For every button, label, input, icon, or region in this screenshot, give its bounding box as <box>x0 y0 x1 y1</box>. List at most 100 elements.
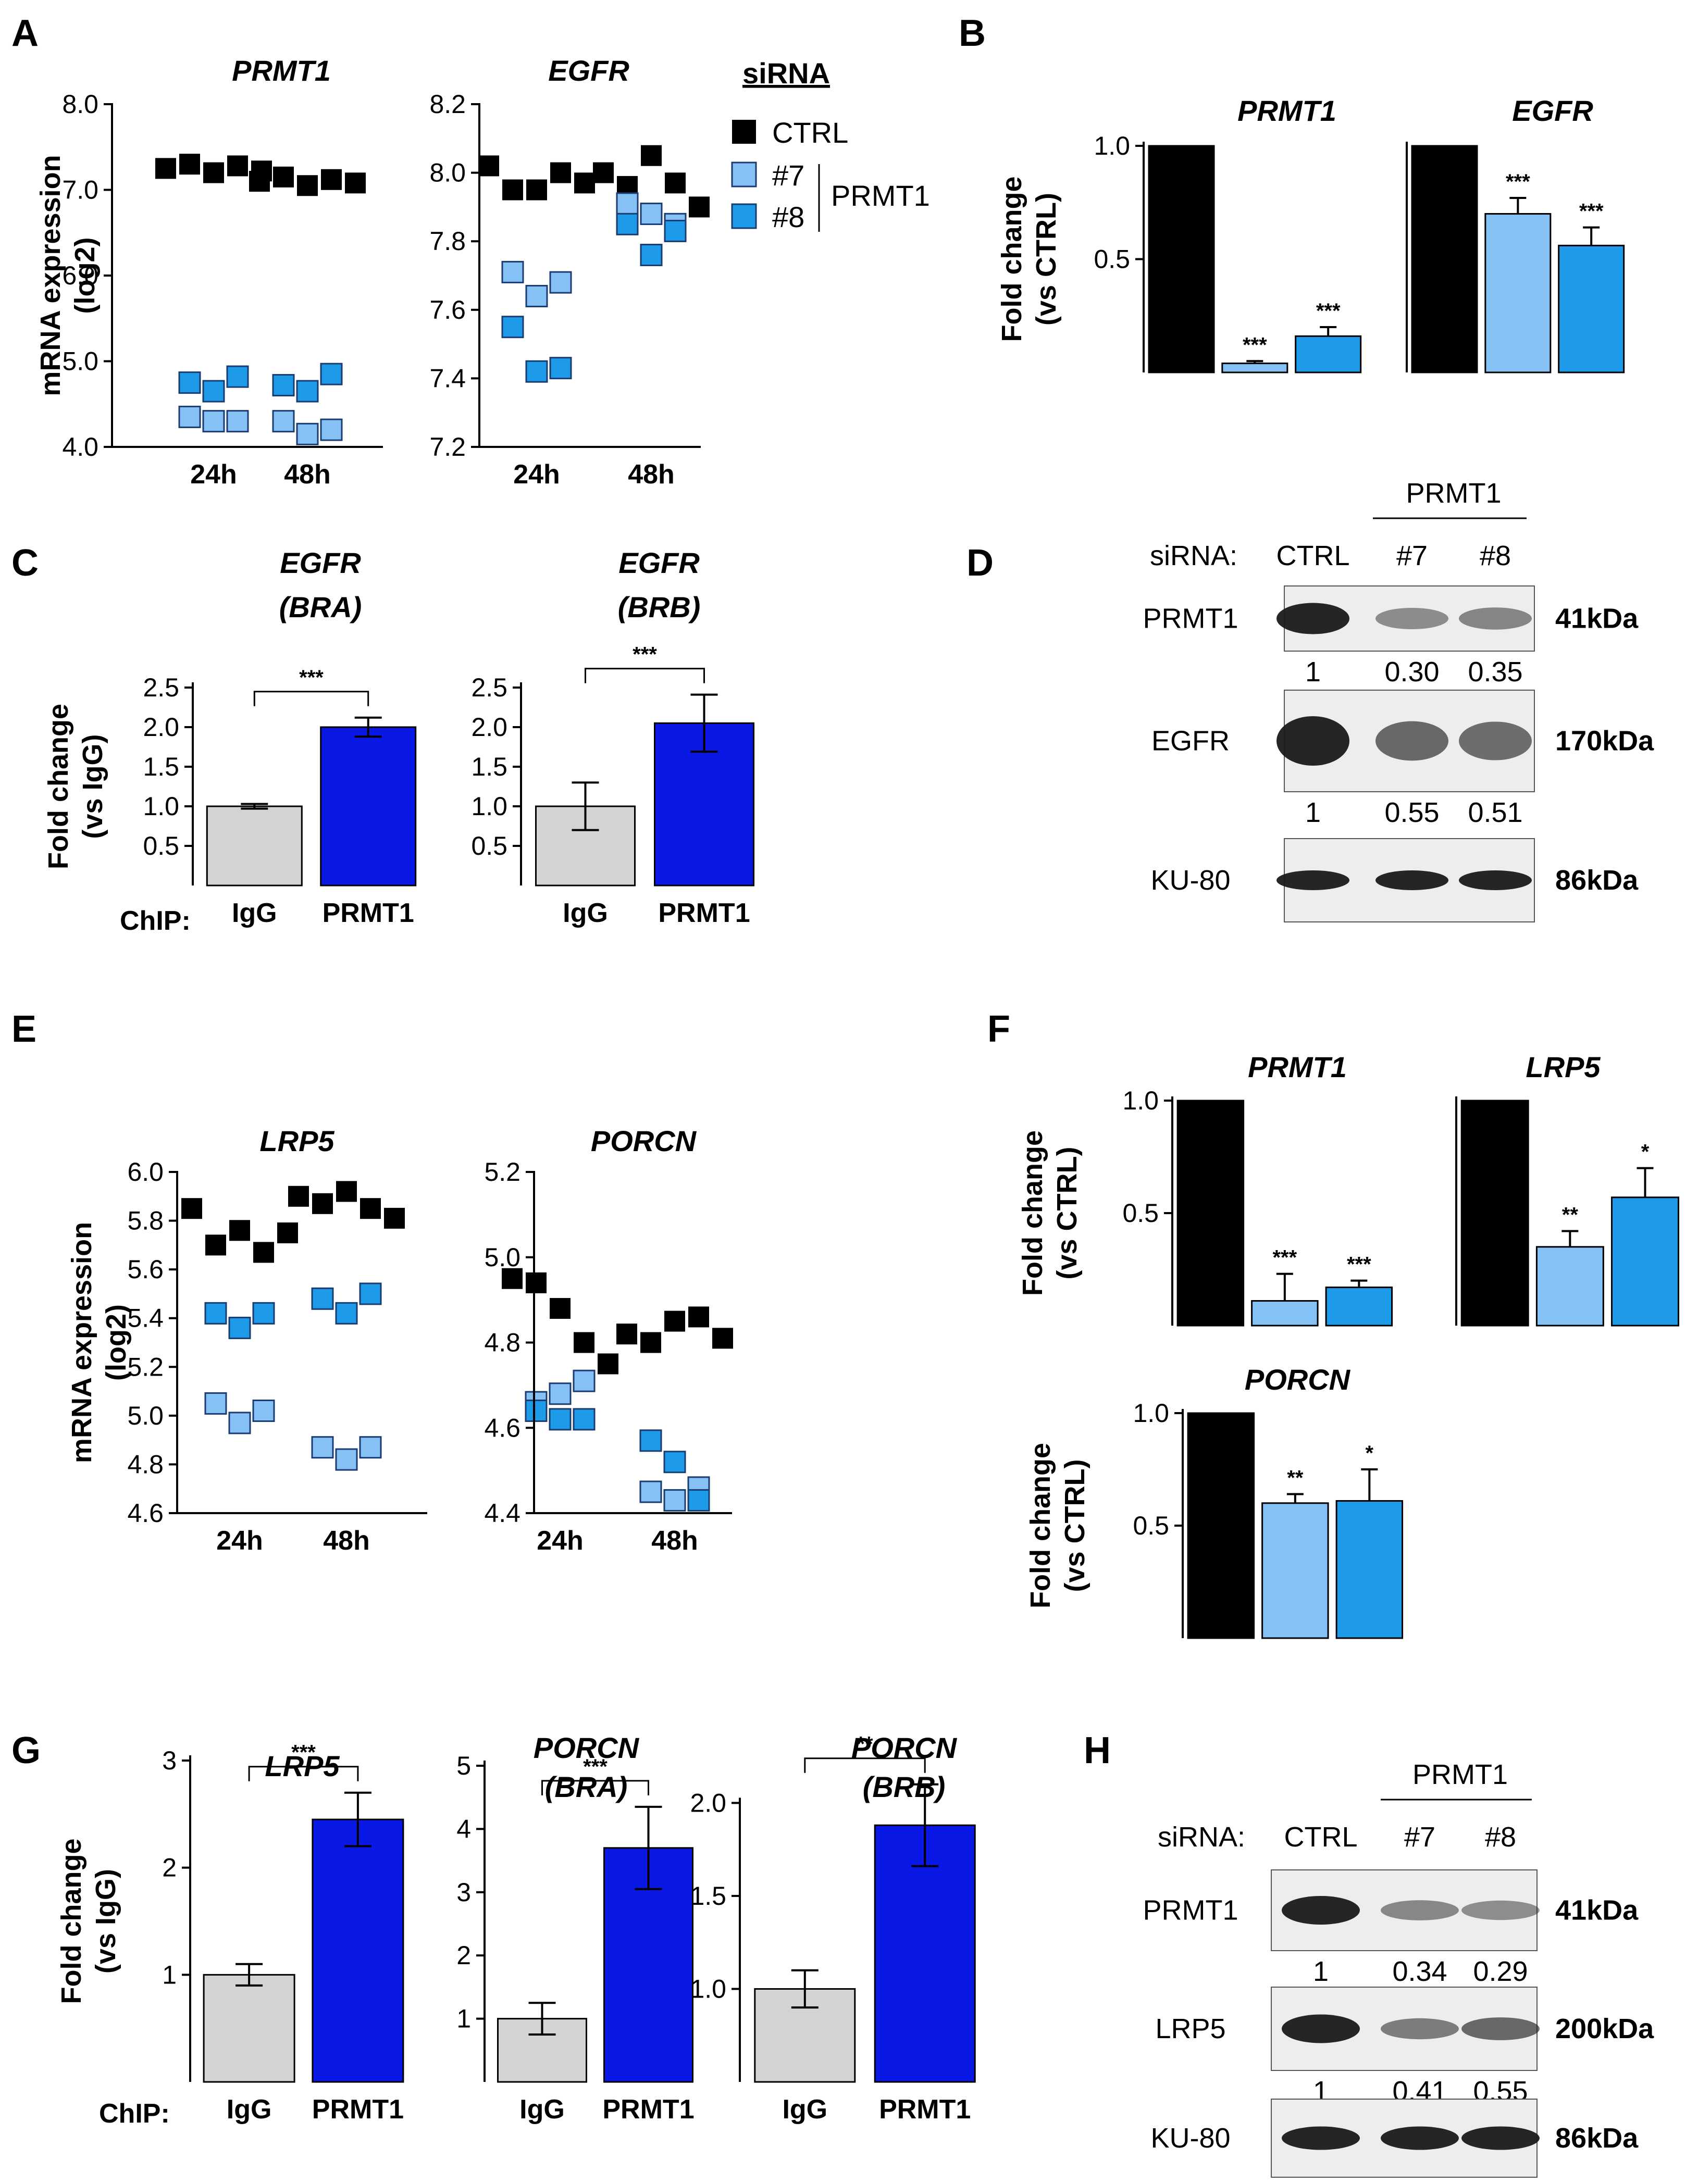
blot-d-size-label: 86kDa <box>1555 865 1639 896</box>
chart-e2-point-ctrl <box>664 1311 685 1332</box>
chart-g1-y-tick-label: 3 <box>162 1746 177 1775</box>
chart-a2-point-si8 <box>501 316 524 339</box>
chart-e2-title: PORCN <box>591 1125 697 1157</box>
chart-g1-x-tick-label: PRMT1 <box>312 2094 404 2125</box>
chart-a1-point-si7 <box>272 410 295 433</box>
panel-label-c: C <box>11 542 39 584</box>
chart-e1-y-tick-label: 4.8 <box>127 1450 164 1479</box>
western-blot-d: PRMT1 siRNA: CTRL #7 #8 PRMT1 41kDa 1 0.30 0.35 EG… <box>1143 478 1654 922</box>
chart-c1: IgG PRMT1 *** <box>206 666 417 928</box>
chart-c1-y-axis: 2.5 2.0 1.5 1.0 0.5 <box>143 673 194 885</box>
blot-h-size-label: 41kDa <box>1555 1895 1639 1926</box>
chart-e1-y-tick-label: 5.0 <box>127 1401 164 1430</box>
chart-e1-point-si8 <box>311 1287 334 1310</box>
blot-h-protein-label: KU-80 <box>1150 2123 1230 2154</box>
chart-e2-point-si8 <box>663 1451 686 1474</box>
chart-g2-y-axis: 5 4 3 2 1 <box>456 1751 486 2082</box>
chart-a1-title: PRMT1 <box>232 54 331 87</box>
chart-b1-bar-ctrl <box>1148 145 1215 373</box>
chart-a1-y-tick-label: 7.0 <box>62 176 98 205</box>
chart-c1-y-tick-label: 1.5 <box>143 752 179 781</box>
blot-d-protein-label: PRMT1 <box>1143 603 1238 634</box>
chart-e1-y-tick-label: 6.0 <box>127 1157 164 1187</box>
chart-g1-y-tick-label: 2 <box>162 1853 177 1882</box>
chart-b1-y-axis: 1.0 0.5 <box>1094 131 1145 372</box>
chart-e1-point-si7 <box>204 1392 227 1415</box>
chart-g2-subtitle: (BRA) <box>545 1770 628 1803</box>
chart-g2: IgG PRMT1 *** <box>497 1755 695 2125</box>
blot-d-band <box>1459 721 1532 760</box>
blot-h-quant: 0.34 <box>1392 1956 1447 1987</box>
blot-d-band <box>1375 721 1448 761</box>
chart-a1-point-si8 <box>296 380 319 403</box>
chart-e1-y-tick-label: 5.6 <box>127 1255 164 1284</box>
chart-c1-y-axis-label: Fold change (vs IgG) <box>43 704 108 869</box>
legend: siRNA CTRL #7 #8 PRMT1 <box>731 57 930 233</box>
chart-g2-y-tick-label: 2 <box>456 1941 471 1970</box>
chart-a2-point-si7 <box>549 271 572 294</box>
chart-a2-point-ctrl <box>502 179 523 201</box>
chart-a2-y-tick-label: 7.8 <box>429 227 466 256</box>
chart-a1: 24h 48h <box>112 154 383 490</box>
chart-f2: *** <box>1460 1100 1679 1327</box>
chart-e2: 24h 48h <box>502 1268 733 1556</box>
legend-label-si7: #7 <box>772 159 804 192</box>
chart-e2-x-tick-label: 24h <box>537 1526 584 1556</box>
chart-g3: IgG PRMT1 ** <box>754 1733 976 2125</box>
chart-b1-significance: *** <box>1243 333 1267 356</box>
blot-d-protein-label: KU-80 <box>1150 865 1230 896</box>
chart-a2-point-ctrl <box>550 162 571 183</box>
chart-c1-y-tick-label: 0.5 <box>143 831 179 860</box>
chart-a1-point-si8 <box>226 365 249 388</box>
chart-c1-x-tick-label: PRMT1 <box>323 898 414 928</box>
chart-e2-point-si7 <box>573 1369 596 1392</box>
panel-label-d: D <box>966 542 994 584</box>
blot-d-quant: 1 <box>1305 656 1321 688</box>
chart-f3-significance: ** <box>1287 1467 1304 1490</box>
chart-b1-significance: *** <box>1316 299 1341 322</box>
blot-d-size-label: 41kDa <box>1555 603 1639 634</box>
chart-e2-point-ctrl <box>616 1324 637 1345</box>
blot-h-band <box>1461 1900 1540 1920</box>
chart-g1-significance: *** <box>291 1741 316 1764</box>
chart-e1-title: LRP5 <box>259 1125 334 1157</box>
chart-e2-point-si8 <box>639 1429 662 1452</box>
chart-c1-title: EGFR <box>280 546 361 579</box>
chart-e1-y-tick-label: 5.2 <box>127 1352 164 1381</box>
chart-a2: 24h 48h <box>478 145 710 490</box>
blot-d-quant: 0.30 <box>1384 656 1439 688</box>
blot-h-band <box>1461 2126 1540 2150</box>
chart-a2-y-axis: 8.2 8.0 7.8 7.6 7.4 7.2 <box>429 90 480 461</box>
chart-a2-point-si8 <box>525 360 548 383</box>
chart-a2-point-si8 <box>664 219 687 242</box>
chart-e2-y-tick-label: 4.8 <box>484 1328 520 1357</box>
chart-g3-significance-bracket <box>804 1757 926 1773</box>
blot-d-quant: 1 <box>1305 797 1321 828</box>
chart-g3-y-tick-label: 1.0 <box>690 1974 726 2003</box>
chart-f3-y-axis-label: Fold change (vs CTRL) <box>1025 1443 1090 1608</box>
chart-f2-bar-si8 <box>1611 1196 1679 1327</box>
chart-a1-x-tick-label: 24h <box>190 459 237 490</box>
blot-h-band <box>1381 2126 1459 2150</box>
chart-e1-point-ctrl <box>288 1185 309 1207</box>
chart-e2-y-tick-label: 5.0 <box>484 1243 520 1272</box>
western-blot-h: PRMT1 siRNA: CTRL #7 #8 PRMT1 41kDa 1 0.34 0.29 LR… <box>1143 1759 1654 2178</box>
chart-e1-point-ctrl <box>205 1234 226 1256</box>
chart-f2-significance: * <box>1641 1141 1650 1164</box>
chart-e1-y-tick-label: 5.4 <box>127 1304 164 1333</box>
chart-g3-x-tick-label: IgG <box>782 2094 827 2125</box>
blot-d-band <box>1459 607 1532 630</box>
chart-c2-y-tick-label: 0.5 <box>471 831 507 860</box>
chart-g2-significance-bracket <box>541 1780 649 1795</box>
blot-d-quant: 0.55 <box>1384 797 1439 828</box>
chart-a1-y-axis-label: mRNA expression (log2) <box>35 155 101 396</box>
chart-g2-y-tick-label: 1 <box>456 2004 471 2033</box>
chart-a1-x-tick-label: 48h <box>284 459 331 490</box>
chart-g2-y-tick-label: 5 <box>456 1751 471 1780</box>
chart-f3-bar-si7 <box>1261 1502 1329 1639</box>
blot-d-size-label: 170kDa <box>1555 726 1654 757</box>
chart-f2-bar-ctrl <box>1460 1100 1529 1327</box>
blot-d-quant: 0.35 <box>1468 656 1522 688</box>
chart-b1-bar-si8 <box>1295 335 1362 373</box>
chart-a2-title: EGFR <box>548 54 629 87</box>
